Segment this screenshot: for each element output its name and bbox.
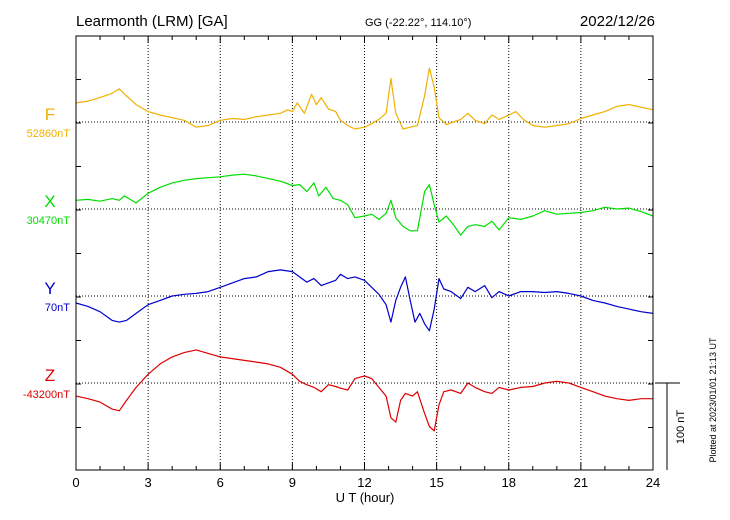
chart-title: Learmonth (LRM) [GA] <box>76 13 228 30</box>
series-name-z: Z <box>45 366 55 385</box>
x-tick-label: 9 <box>289 475 296 490</box>
chart-date: 2022/12/26 <box>580 13 655 30</box>
x-tick-label: 12 <box>357 475 371 490</box>
series-line-z <box>75 349 653 432</box>
series-baseline-x: 30470nT <box>27 215 71 227</box>
series-name-x: X <box>44 192 55 211</box>
series-name-f: F <box>45 105 55 124</box>
x-tick-label: 3 <box>145 475 152 490</box>
series-baseline-y: 70nT <box>45 302 70 314</box>
station-coords: GG (-22.22°, 114.10°) <box>365 17 471 29</box>
series-line-y <box>75 269 654 332</box>
x-tick-label: 6 <box>217 475 224 490</box>
x-axis-label: U T (hour) <box>336 490 395 505</box>
scale-bar-label: 100 nT <box>675 410 687 445</box>
series-labels: F 52860nT X 30470nT Y 70nT Z -43200nT <box>23 105 70 401</box>
scale-bar: 100 nT <box>655 382 687 470</box>
x-tick-label: 24 <box>646 475 660 490</box>
series-baseline-z: -43200nT <box>23 389 70 401</box>
grid <box>76 36 653 470</box>
x-tick-label: 15 <box>429 475 443 490</box>
series-baseline-f: 52860nT <box>27 128 71 140</box>
x-tick-label: 21 <box>574 475 588 490</box>
series-name-y: Y <box>44 279 55 298</box>
series-line-f <box>75 67 654 130</box>
axes: 0 3 6 9 12 15 18 21 24 <box>72 35 660 490</box>
x-tick-label: 0 <box>72 475 79 490</box>
x-tick-label: 18 <box>502 475 516 490</box>
series-line-x <box>75 173 654 236</box>
plotted-timestamp: Plotted at 2023/01/01 21:13 UT <box>708 337 718 463</box>
series-group <box>75 67 654 432</box>
